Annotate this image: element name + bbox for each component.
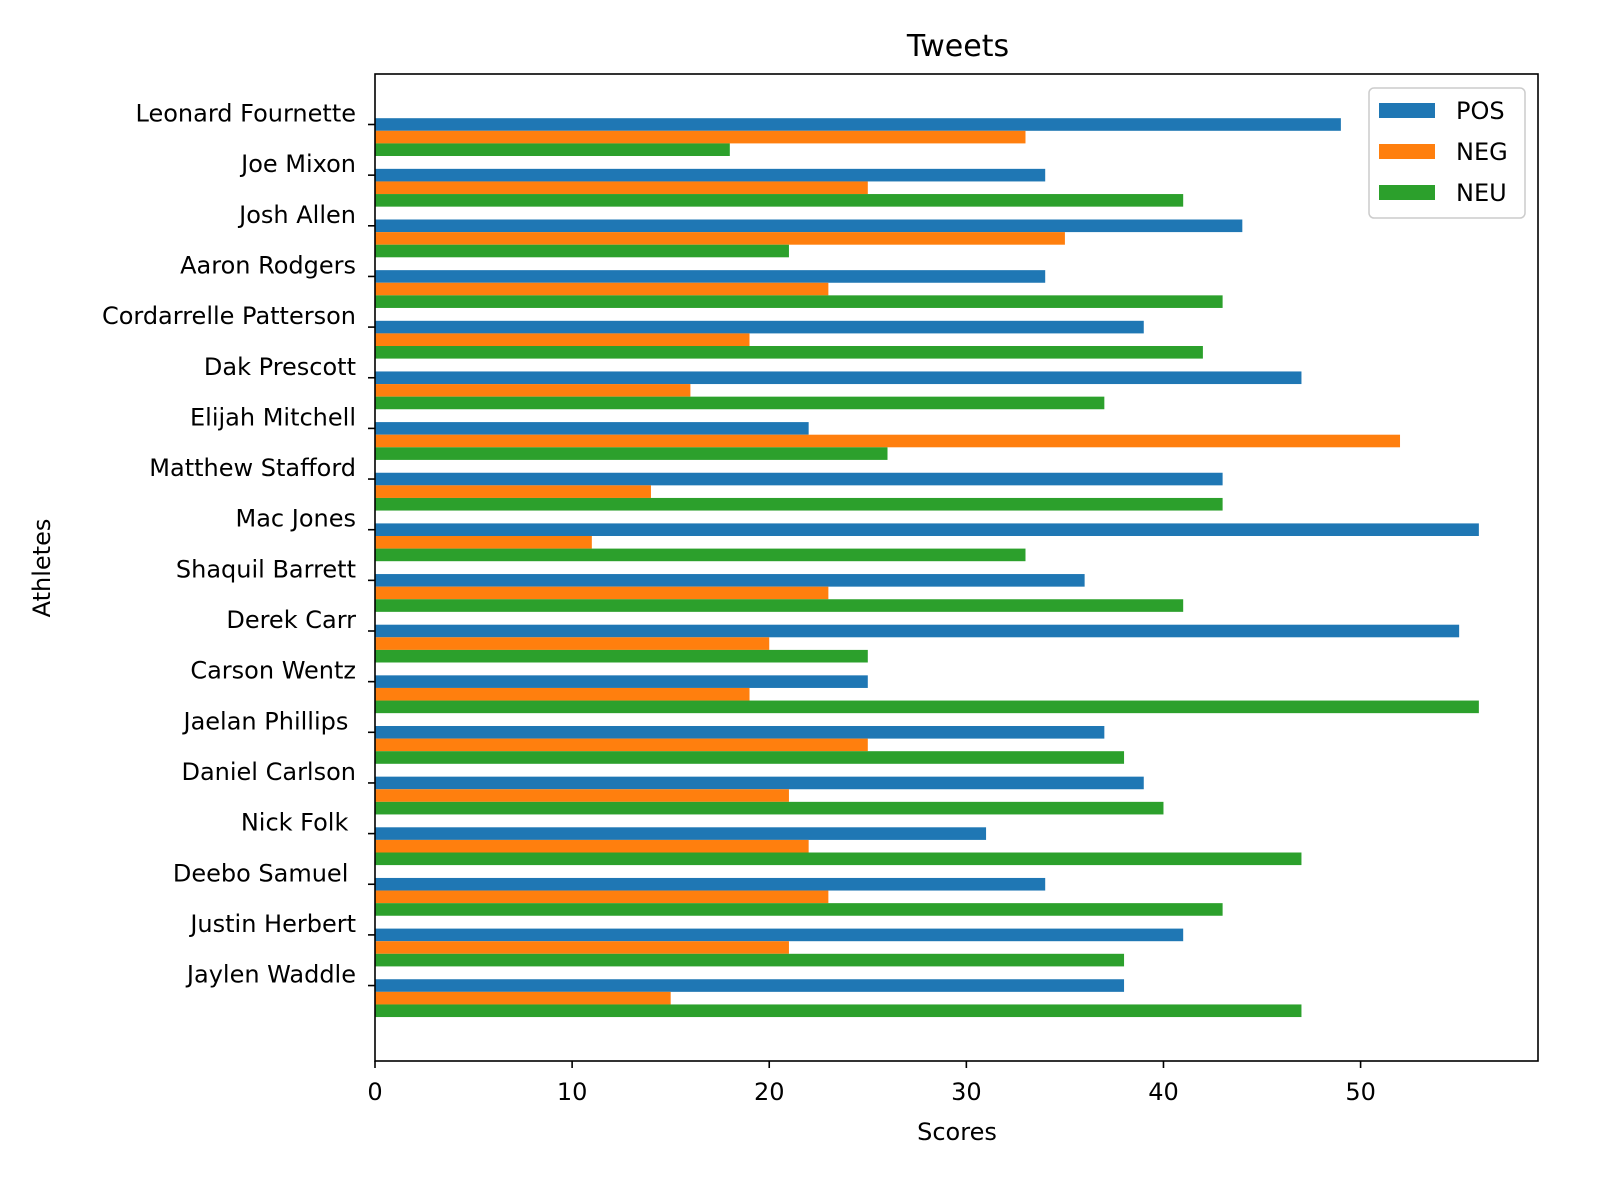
- y-tick-label: Derek Carr: [226, 606, 356, 634]
- bar-pos-17: [375, 979, 1125, 992]
- legend-label-neu: NEU: [1456, 179, 1507, 207]
- legend: POS NEG NEU: [1368, 87, 1526, 219]
- legend-swatch-pos: [1379, 103, 1435, 118]
- y-axis-label: Athletes: [28, 519, 56, 618]
- x-tick-label: 30: [951, 1078, 982, 1106]
- bar-pos-8: [375, 523, 1479, 536]
- bar-neu-15: [375, 903, 1223, 916]
- bar-pos-9: [375, 574, 1085, 587]
- y-tick-label: Justin Herbert: [188, 910, 356, 938]
- bar-neu-2: [375, 244, 789, 258]
- bar-neg-0: [375, 130, 1026, 144]
- x-tick-label: 20: [754, 1078, 785, 1106]
- x-axis-ticks: 0 10 20 30 40 50: [367, 1061, 1376, 1106]
- y-tick-label: Carson Wentz: [190, 657, 356, 685]
- bar-neg-6: [375, 434, 1401, 448]
- bar-neg-11: [375, 687, 750, 701]
- bar-pos-11: [375, 675, 868, 688]
- bar-neg-5: [375, 384, 691, 397]
- bar-pos-6: [375, 422, 809, 435]
- bar-neu-12: [375, 751, 1125, 764]
- bar-neu-4: [375, 346, 1203, 359]
- bar-pos-4: [375, 320, 1144, 334]
- bar-neu-6: [375, 447, 888, 460]
- bar-neu-0: [375, 143, 730, 156]
- bar-neg-15: [375, 890, 829, 904]
- bar-neu-14: [375, 852, 1302, 866]
- plot-frame: [374, 73, 1539, 1062]
- bar-neu-16: [375, 953, 1125, 967]
- bar-neg-8: [375, 536, 592, 549]
- x-axis-label: Scores: [917, 1118, 997, 1146]
- bar-neu-5: [375, 396, 1105, 410]
- bar-neg-3: [375, 282, 829, 296]
- y-tick-label: Jaylen Waddle: [185, 961, 356, 989]
- y-axis-ticks: Leonard Fournette Joe Mixon Josh Allen Aaro…: [102, 100, 375, 989]
- bar-neu-8: [375, 548, 1026, 562]
- bar-neg-14: [375, 839, 809, 853]
- y-tick-label: Nick Folk: [241, 809, 356, 837]
- legend-swatch-neg: [1379, 144, 1435, 159]
- bar-pos-12: [375, 726, 1105, 739]
- bar-pos-0: [375, 118, 1341, 131]
- bar-neg-9: [375, 586, 829, 600]
- x-tick-label: 0: [367, 1078, 382, 1106]
- bar-neu-17: [375, 1004, 1302, 1018]
- chart-title: Tweets: [906, 29, 1009, 64]
- bar-pos-10: [375, 624, 1460, 638]
- bar-neu-3: [375, 295, 1223, 308]
- y-tick-label: Matthew Stafford: [149, 454, 356, 482]
- x-tick-label: 10: [557, 1078, 588, 1106]
- legend-swatch-neu: [1379, 185, 1435, 200]
- bar-neg-2: [375, 232, 1065, 245]
- bar-pos-1: [375, 168, 1046, 182]
- y-tick-label: Daniel Carlson: [181, 758, 356, 786]
- bar-neu-10: [375, 649, 868, 663]
- bar-pos-5: [375, 371, 1302, 385]
- bar-pos-13: [375, 776, 1144, 790]
- x-tick-label: 40: [1148, 1078, 1179, 1106]
- bars-layer: [375, 118, 1479, 1018]
- bar-pos-2: [375, 219, 1243, 233]
- legend-label-neg: NEG: [1456, 138, 1508, 166]
- y-tick-label: Leonard Fournette: [136, 100, 356, 128]
- bar-pos-7: [375, 472, 1223, 486]
- bar-neu-7: [375, 497, 1223, 511]
- bar-neu-1: [375, 194, 1184, 207]
- bar-neg-16: [375, 941, 789, 954]
- bar-neg-1: [375, 181, 868, 195]
- y-tick-label: Shaquil Barrett: [176, 555, 356, 583]
- y-tick-label: Deebo Samuel: [173, 859, 356, 887]
- bar-neg-4: [375, 333, 750, 346]
- bar-pos-15: [375, 877, 1046, 891]
- y-tick-label: Mac Jones: [236, 505, 356, 533]
- bar-neg-13: [375, 789, 789, 802]
- y-tick-label: Dak Prescott: [204, 353, 356, 381]
- y-tick-label: Jaelan Phillips: [182, 707, 357, 735]
- bar-neg-17: [375, 991, 671, 1005]
- y-tick-label: Elijah Mitchell: [190, 403, 356, 431]
- y-tick-label: Joe Mixon: [239, 150, 356, 178]
- y-tick-label: Aaron Rodgers: [180, 251, 356, 279]
- legend-label-pos: POS: [1456, 97, 1505, 125]
- bar-pos-14: [375, 827, 987, 840]
- bar-neg-7: [375, 485, 651, 498]
- bar-pos-3: [375, 270, 1046, 283]
- x-tick-label: 50: [1345, 1078, 1376, 1106]
- bar-neu-13: [375, 801, 1164, 815]
- bar-neg-12: [375, 738, 868, 752]
- bar-pos-16: [375, 928, 1184, 942]
- bar-neu-9: [375, 599, 1184, 612]
- y-tick-label: Cordarrelle Patterson: [102, 302, 356, 330]
- bar-neu-11: [375, 700, 1479, 714]
- y-tick-label: Josh Allen: [237, 201, 356, 229]
- bar-neg-10: [375, 637, 770, 650]
